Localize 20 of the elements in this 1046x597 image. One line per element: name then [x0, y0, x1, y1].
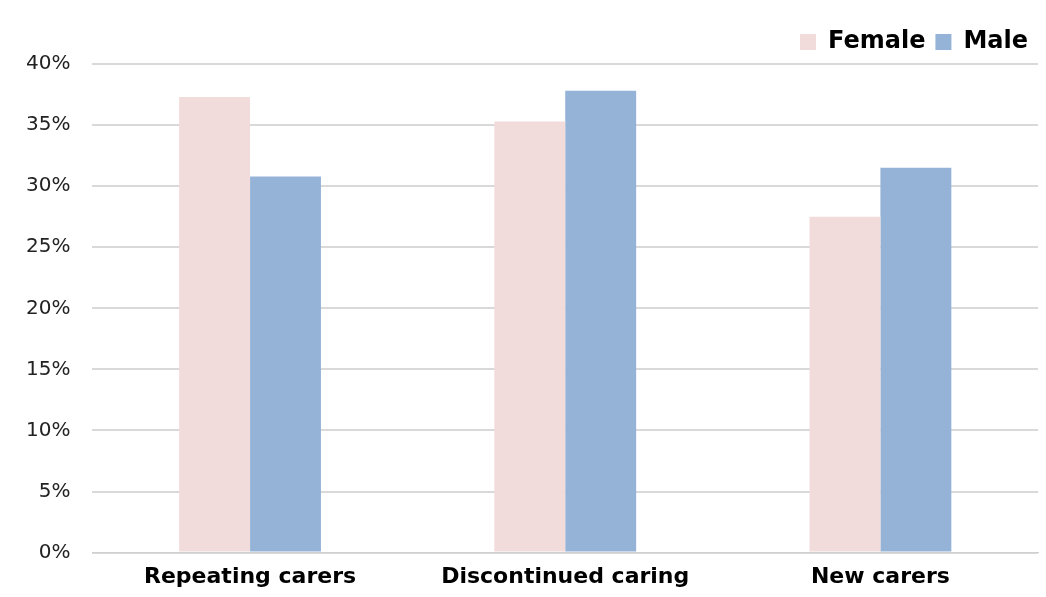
bar	[250, 176, 321, 552]
bar	[809, 216, 881, 552]
x-tick-label: New carers	[810, 562, 950, 588]
x-tick-label: Repeating carers	[143, 562, 357, 588]
y-tick-label: 20%	[26, 294, 71, 319]
y-tick-label: 5%	[38, 477, 71, 502]
bar	[494, 121, 566, 552]
y-tick-label: 35%	[26, 111, 71, 136]
y-tick-label: 30%	[26, 172, 71, 197]
y-tick-label: 0%	[38, 538, 71, 563]
y-tick-label: 40%	[26, 50, 71, 75]
x-tick-label: Discontinued caring	[441, 562, 690, 588]
legend-label: Female	[828, 26, 926, 55]
bar	[565, 90, 637, 552]
y-tick-label: 25%	[26, 233, 71, 258]
bar	[179, 96, 251, 552]
legend-label: Male	[963, 26, 1029, 55]
y-tick-label: 10%	[26, 416, 71, 441]
bar	[880, 167, 952, 552]
y-tick-label: 15%	[26, 355, 71, 380]
